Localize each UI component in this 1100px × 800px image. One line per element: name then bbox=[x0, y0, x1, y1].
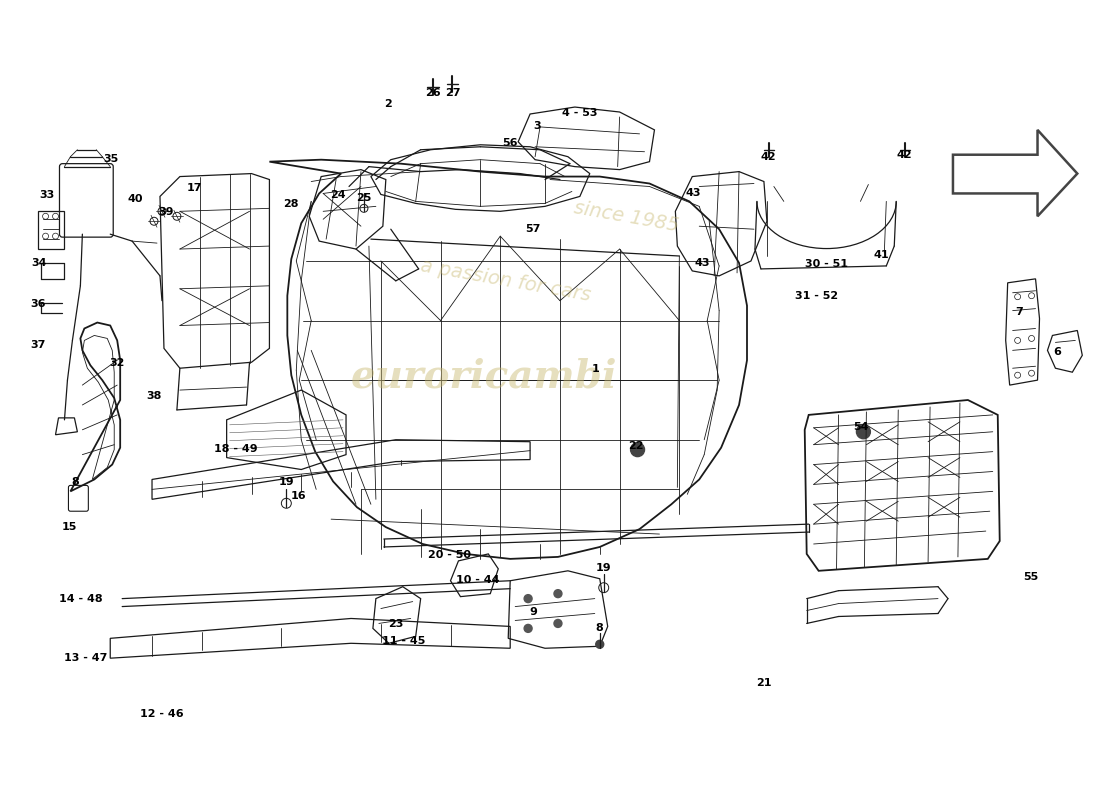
Text: 15: 15 bbox=[62, 522, 77, 532]
Text: 12 - 46: 12 - 46 bbox=[140, 709, 184, 719]
Text: 37: 37 bbox=[30, 340, 45, 350]
Text: 38: 38 bbox=[146, 391, 162, 401]
Text: 35: 35 bbox=[103, 154, 119, 164]
Circle shape bbox=[524, 625, 532, 632]
Text: since 1985: since 1985 bbox=[572, 198, 680, 236]
Text: 18 - 49: 18 - 49 bbox=[213, 444, 257, 454]
Text: 55: 55 bbox=[1023, 572, 1038, 582]
Text: 20 - 50: 20 - 50 bbox=[428, 550, 471, 560]
Text: 56: 56 bbox=[503, 138, 518, 148]
Text: 27: 27 bbox=[444, 88, 460, 98]
Circle shape bbox=[554, 590, 562, 598]
Text: 22: 22 bbox=[628, 441, 643, 450]
Text: 24: 24 bbox=[330, 190, 345, 201]
Text: 21: 21 bbox=[756, 678, 772, 688]
Text: 3: 3 bbox=[534, 121, 541, 131]
Text: 39: 39 bbox=[158, 207, 174, 218]
Text: 42: 42 bbox=[896, 150, 912, 160]
Circle shape bbox=[630, 442, 645, 457]
Text: 7: 7 bbox=[1015, 306, 1023, 317]
Text: 41: 41 bbox=[873, 250, 889, 260]
Text: 19: 19 bbox=[596, 563, 612, 573]
Text: a passion for cars: a passion for cars bbox=[419, 257, 592, 305]
Text: 26: 26 bbox=[425, 88, 440, 98]
Text: 25: 25 bbox=[356, 194, 372, 203]
Circle shape bbox=[554, 619, 562, 627]
Text: 28: 28 bbox=[284, 199, 299, 210]
Text: 19: 19 bbox=[278, 478, 294, 487]
Text: 16: 16 bbox=[290, 491, 306, 502]
Text: 13 - 47: 13 - 47 bbox=[64, 653, 107, 663]
Text: 4 - 53: 4 - 53 bbox=[562, 108, 597, 118]
Circle shape bbox=[857, 425, 870, 438]
Text: 6: 6 bbox=[1054, 347, 1062, 358]
Text: 8: 8 bbox=[72, 478, 79, 487]
Text: 32: 32 bbox=[110, 358, 125, 368]
Text: 31 - 52: 31 - 52 bbox=[795, 290, 838, 301]
Text: 2: 2 bbox=[384, 99, 392, 109]
Text: 40: 40 bbox=[128, 194, 143, 205]
Circle shape bbox=[596, 640, 604, 648]
Text: euroricambi: euroricambi bbox=[351, 357, 617, 395]
Text: 43: 43 bbox=[685, 189, 701, 198]
Text: 14 - 48: 14 - 48 bbox=[58, 594, 102, 604]
Text: 23: 23 bbox=[388, 619, 404, 630]
Text: 8: 8 bbox=[595, 623, 603, 634]
Text: 1: 1 bbox=[592, 364, 600, 374]
Text: 17: 17 bbox=[187, 183, 202, 194]
Text: 9: 9 bbox=[529, 606, 537, 617]
Text: 33: 33 bbox=[39, 190, 54, 201]
Circle shape bbox=[524, 594, 532, 602]
Text: 30 - 51: 30 - 51 bbox=[805, 259, 848, 269]
Text: 11 - 45: 11 - 45 bbox=[382, 636, 426, 646]
Text: 10 - 44: 10 - 44 bbox=[455, 574, 499, 585]
Text: 42: 42 bbox=[760, 152, 775, 162]
Text: 34: 34 bbox=[31, 258, 46, 268]
Text: 54: 54 bbox=[854, 422, 869, 432]
Text: 43: 43 bbox=[694, 258, 710, 268]
Text: 57: 57 bbox=[526, 224, 541, 234]
Text: 36: 36 bbox=[30, 298, 45, 309]
